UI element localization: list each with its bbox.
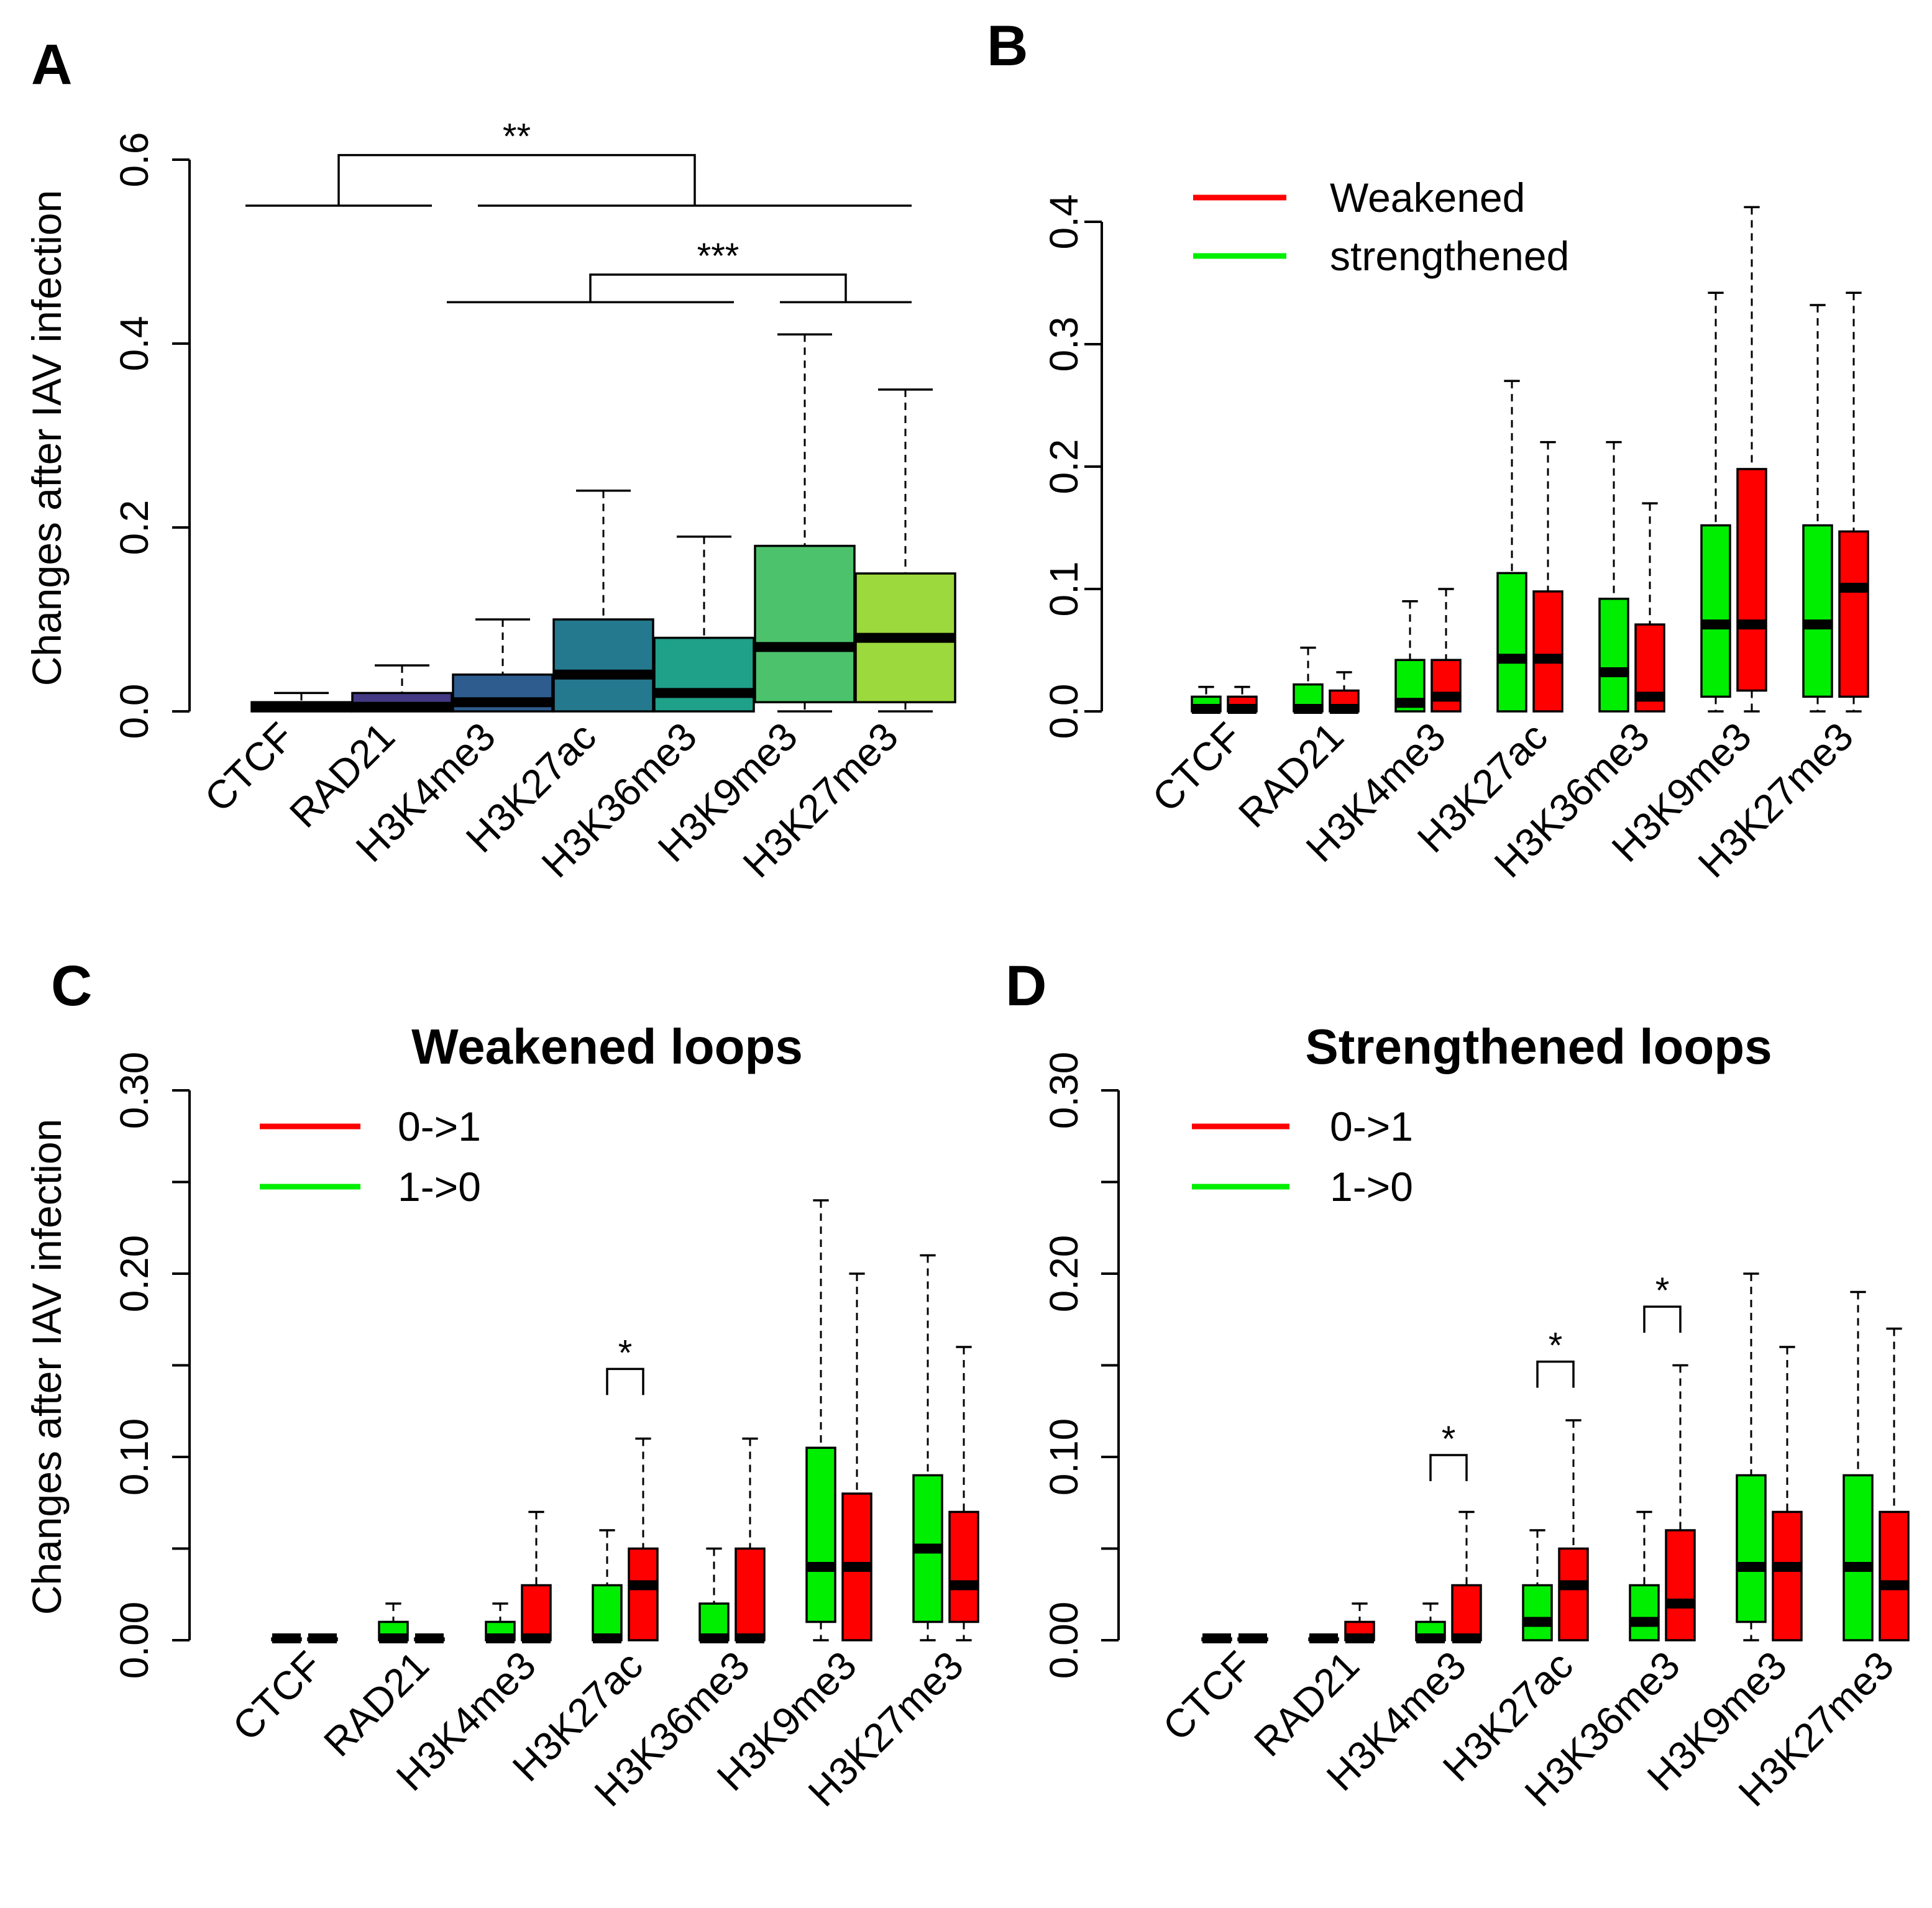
panel-c-0-1-h3k27ac-box [628,1547,659,1641]
panel-b-plot: 0.00.10.20.30.4CTCFRAD21H3K4me3H3K27acH3… [1042,175,1869,886]
panel-d-y-tick-label: 0.10 [1042,1418,1086,1496]
panel-c-legend-label-0-1: 0->1 [398,1103,481,1149]
panel-a-significance-0-bracket [337,153,696,206]
panel-b-strengthened-h3k27ac-box [1496,572,1527,713]
panel-d-0-1-h3k36me3-box [1665,1529,1696,1641]
panel-b-y-tick-label: 0.4 [1042,194,1086,250]
panel-c-0-1-h3k36me3-box [735,1547,766,1641]
panel-c-y-tick-label: 0.10 [112,1418,157,1496]
y-axis-label-a: Changes after IAV infection [24,190,70,687]
panel-a-significance-1-bracket [589,273,847,303]
panel-d-1-0-h3k27me3-box [1843,1474,1874,1641]
panel-d-0-1-h3k4me3-box [1451,1584,1482,1641]
panel-a-plot: 0.00.20.40.6CTCFRAD21H3K4me3H3K27acH3K36… [112,117,956,886]
panel-c-significance-0-label: * [618,1333,633,1373]
panel-d-significance-2-bracket [1643,1305,1682,1333]
panel-c-y-tick-label: 0.00 [112,1602,157,1679]
panel-a-y-tick-label: 0.2 [112,500,157,555]
panel-b-strengthened-h3k27me3-box [1802,524,1833,698]
panel-a-significance-0-label: ** [503,117,531,157]
panel-b-strengthened-h3k36me3-box [1598,598,1629,713]
panel-c-title: Weakened loops [411,1019,803,1074]
panel-d-significance-0-label: * [1442,1419,1456,1459]
panel-letter-a: A [31,33,72,96]
panel-c-1-0-h3k27ac-box [592,1584,623,1641]
panel-a-significance-1-label: *** [697,236,739,276]
panel-b-strengthened-h3k9me3-box [1700,524,1731,698]
panel-d-significance-1-bracket [1536,1360,1575,1388]
panel-a-all-h3k27ac-box [552,618,654,713]
panel-d-0-1-h3k27me3-box [1879,1510,1910,1641]
panel-letter-c: C [51,954,92,1018]
panel-c-significance-0-bracket [606,1367,644,1395]
panel-c-y-tick-label: 0.30 [112,1052,157,1130]
panel-d-y-tick-label: 0.20 [1042,1235,1086,1313]
panel-d-significance-0-bracket [1429,1454,1468,1482]
panel-b-weakened-h3k9me3-box [1736,468,1767,692]
panel-b-y-tick-label: 0.0 [1042,684,1086,739]
panel-d-significance-1-label: * [1549,1326,1563,1366]
panel-b-y-tick-label: 0.1 [1042,562,1086,617]
panel-b-weakened-h3k4me3-box [1431,659,1462,713]
panel-b-legend-label-strengthened: strengthened [1330,233,1569,279]
panel-d-1-0-h3k9me3-box [1736,1474,1767,1623]
panel-b-legend-label-weakened: Weakened [1330,175,1525,221]
panel-c-legend-label-1-0: 1->0 [398,1164,481,1210]
panel-d-legend-label-0-1: 0->1 [1330,1103,1413,1149]
panel-letter-d: D [1005,954,1046,1018]
panel-d-0-1-h3k27ac-box [1558,1547,1589,1641]
panel-c-1-0-h3k9me3-box [805,1446,836,1623]
panel-a-y-tick-label: 0.6 [112,132,157,188]
panel-c-y-tick-label: 0.20 [112,1235,157,1313]
panel-a-all-h3k36me3-box [653,636,755,713]
panel-d-1-0-h3k36me3-box [1629,1584,1660,1641]
panel-c-0-1-h3k27me3-box [948,1510,979,1623]
panel-letter-b: B [987,14,1028,78]
panel-d-title: Strengthened loops [1305,1019,1772,1074]
panel-d-y-tick-label: 0.30 [1042,1052,1086,1130]
panel-a-y-tick-label: 0.4 [112,316,157,372]
y-axis-label-c: Changes after IAV infection [24,1119,70,1615]
panel-c-plot: 0.000.100.200.30CTCFRAD21H3K4me3H3K27acH… [112,1052,979,1815]
panel-a-y-tick-label: 0.0 [112,684,157,739]
panel-d-plot: 0.000.100.200.30CTCFRAD21H3K4me3H3K27acH… [1042,1052,1910,1815]
panel-b-weakened-h3k27me3-box [1838,530,1869,698]
panel-d-1-0-h3k27ac-box [1522,1584,1553,1641]
panel-d-legend-label-1-0: 1->0 [1330,1164,1413,1210]
panel-a-all-h3k9me3-box [754,544,856,703]
panel-d-y-tick-label: 0.00 [1042,1602,1086,1679]
panel-c-0-1-h3k4me3-box [521,1584,552,1641]
panel-d-0-1-h3k9me3-box [1772,1510,1803,1641]
panel-b-weakened-h3k27ac-box [1532,590,1563,713]
panel-d-significance-2-label: * [1655,1271,1670,1311]
panel-b-y-tick-label: 0.2 [1042,439,1086,495]
panel-b-y-tick-label: 0.3 [1042,317,1086,372]
